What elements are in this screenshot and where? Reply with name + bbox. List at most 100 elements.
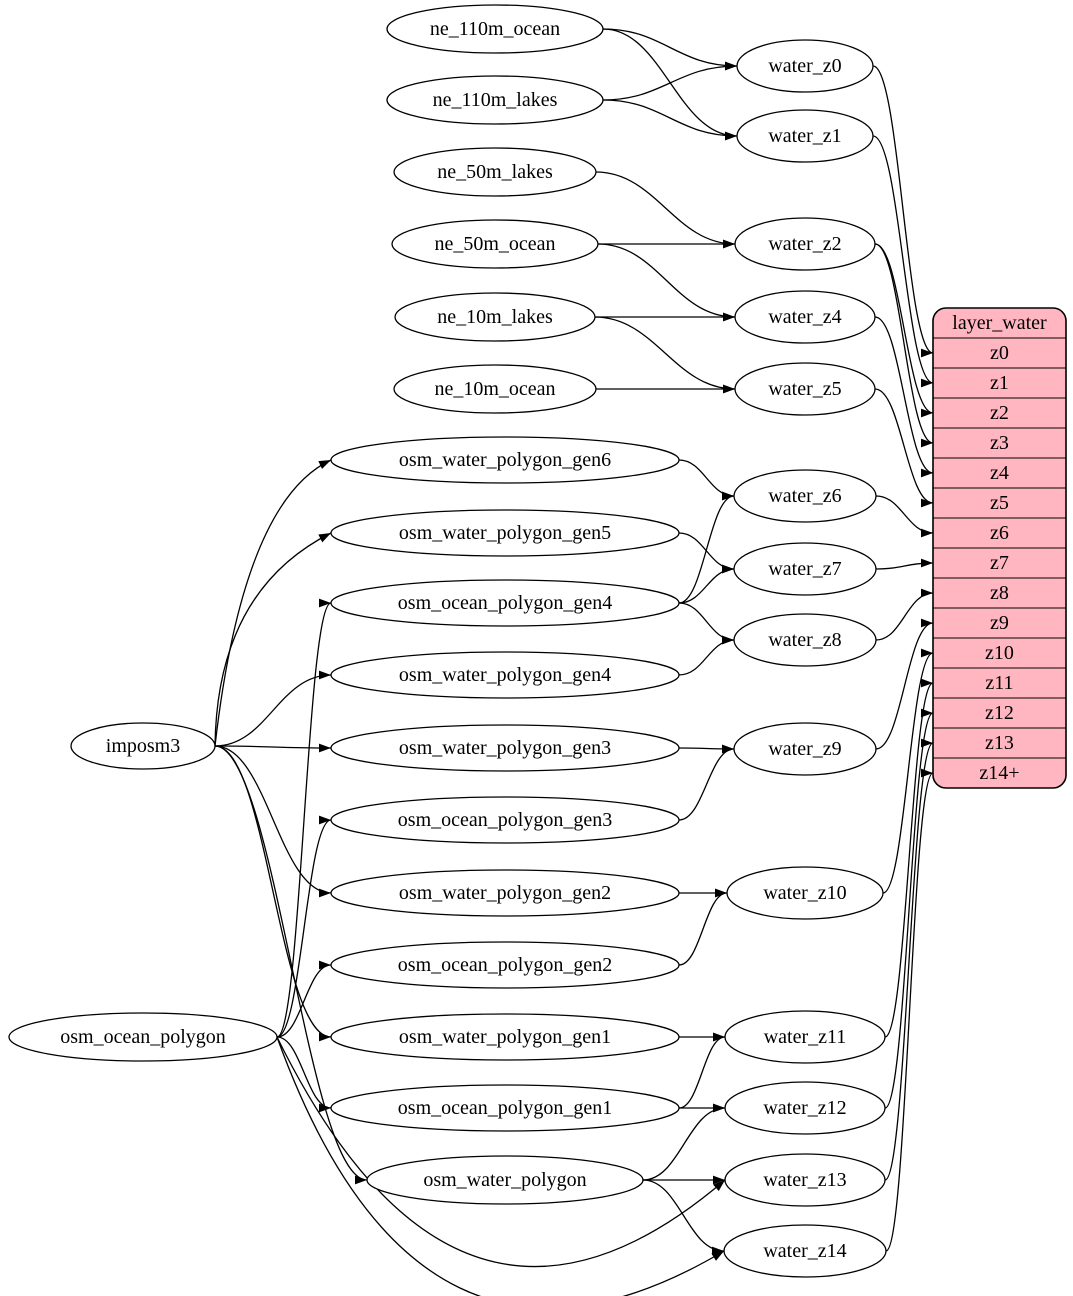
edge-water_z6-to-layer_water-z6	[875, 495, 934, 538]
node-label-water_z12: water_z12	[763, 1097, 846, 1119]
edge-imposm3-to-osm_water_polygon	[214, 745, 368, 1185]
edge-osm_ocean_polygon-to-osm_ocean_polygon_gen3	[276, 815, 332, 1038]
edge-water_z7-to-layer_water-z7	[875, 558, 934, 570]
node-label-water_z8: water_z8	[768, 629, 841, 651]
node-shape-water_z10	[726, 866, 884, 920]
node-label-osm_water_polygon: osm_water_polygon	[423, 1169, 586, 1191]
edge-osm_ocean_polygon_gen4-to-water_z6	[678, 491, 735, 604]
node-water_z4: water_z4	[734, 290, 876, 344]
edge-osm_ocean_polygon_gen4-to-water_z8	[678, 602, 735, 645]
node-water_z7: water_z7	[733, 542, 877, 596]
node-label-ne_50m_ocean: ne_50m_ocean	[434, 233, 555, 255]
edge-water_z5-to-layer_water-z5	[874, 388, 934, 508]
node-label-ne_110m_lakes: ne_110m_lakes	[433, 89, 558, 111]
node-water_z0: water_z0	[736, 39, 874, 93]
node-label-osm_ocean_polygon: osm_ocean_polygon	[60, 1026, 226, 1048]
node-shape-water_z0	[736, 39, 874, 93]
edge-osm_ocean_polygon_gen3-to-water_z9	[678, 744, 735, 821]
node-label-water_z2: water_z2	[768, 233, 841, 255]
node-label-water_z13: water_z13	[763, 1169, 846, 1191]
node-shape-water_z1	[736, 109, 874, 163]
node-shape-osm_water_polygon_gen5	[330, 509, 680, 557]
node-water_z8: water_z8	[733, 613, 877, 667]
node-shape-ne_50m_lakes	[393, 147, 597, 197]
node-shape-water_z13	[724, 1153, 886, 1207]
node-label-imposm3: imposm3	[106, 735, 180, 757]
record-row-z14: z14+	[979, 762, 1019, 784]
node-label-ne_110m_ocean: ne_110m_ocean	[430, 18, 560, 40]
node-ne_110m_lakes: ne_110m_lakes	[386, 75, 604, 125]
record-row-z11: z11	[985, 672, 1013, 694]
node-shape-water_z2	[734, 217, 876, 271]
edge-ne_110m_lakes-to-water_z0	[602, 61, 738, 101]
node-label-osm_ocean_polygon_gen2: osm_ocean_polygon_gen2	[398, 954, 612, 976]
node-shape-ne_50m_ocean	[391, 219, 599, 269]
node-label-water_z4: water_z4	[768, 306, 841, 328]
record-layer_water: layer_water z0 z1 z2 z3 z4 z5 z6 z7 z8 z9 z10 z11 z12…	[932, 307, 1067, 789]
record-title: layer_water	[952, 312, 1047, 334]
edge-imposm3-to-osm_water_polygon_gen4	[214, 670, 332, 747]
node-osm_water_polygon_gen4: osm_water_polygon_gen4	[330, 651, 680, 699]
node-shape-water_z4	[734, 290, 876, 344]
node-water_z1: water_z1	[736, 109, 874, 163]
node-osm_water_polygon_gen5: osm_water_polygon_gen5	[330, 509, 680, 557]
node-water_z5: water_z5	[734, 362, 876, 416]
node-shape-water_z12	[724, 1081, 886, 1135]
node-shape-water_z8	[733, 613, 877, 667]
node-label-water_z6: water_z6	[768, 485, 841, 507]
node-shape-ne_110m_ocean	[386, 4, 604, 54]
edge-ne_110m_lakes-to-water_z1	[602, 99, 738, 141]
node-osm_ocean_polygon_gen4: osm_ocean_polygon_gen4	[330, 579, 680, 627]
node-shape-osm_water_polygon_gen3	[330, 724, 680, 772]
node-label-ne_50m_lakes: ne_50m_lakes	[437, 161, 553, 183]
node-shape-water_z11	[724, 1010, 886, 1064]
node-water_z2: water_z2	[734, 217, 876, 271]
edge-imposm3-to-osm_water_polygon_gen1	[214, 745, 332, 1042]
record-row-z0: z0	[990, 342, 1009, 364]
edge-imposm3-to-osm_water_polygon_gen5	[214, 532, 332, 747]
node-osm_water_polygon_gen3: osm_water_polygon_gen3	[330, 724, 680, 772]
edge-osm_water_polygon_gen6-to-water_z6	[678, 459, 735, 501]
node-shape-water_z9	[733, 722, 877, 776]
record-row-z10: z10	[985, 642, 1014, 664]
edge-water_z12-to-layer_water-z12	[884, 708, 934, 1109]
node-label-osm_water_polygon_gen3: osm_water_polygon_gen3	[399, 737, 611, 759]
record-row-z4: z4	[990, 462, 1009, 484]
node-water_z11: water_z11	[724, 1010, 886, 1064]
node-osm_water_polygon_gen2: osm_water_polygon_gen2	[330, 869, 680, 917]
node-label-osm_water_polygon_gen6: osm_water_polygon_gen6	[399, 449, 611, 471]
node-label-osm_ocean_polygon_gen1: osm_ocean_polygon_gen1	[398, 1097, 612, 1119]
edge-imposm3-to-osm_water_polygon_gen6	[214, 459, 332, 747]
node-label-osm_water_polygon_gen4: osm_water_polygon_gen4	[399, 664, 611, 686]
node-ne_10m_lakes: ne_10m_lakes	[394, 292, 596, 342]
record-row-z8: z8	[990, 582, 1009, 604]
node-shape-osm_ocean_polygon	[8, 1012, 278, 1062]
edge-water_z2-to-layer_water-z3	[874, 243, 934, 448]
node-osm_ocean_polygon: osm_ocean_polygon	[8, 1012, 278, 1062]
record-row-z3: z3	[990, 432, 1009, 454]
node-osm_water_polygon: osm_water_polygon	[366, 1155, 644, 1205]
edge-water_z9-to-layer_water-z9	[875, 618, 934, 750]
node-shape-osm_water_polygon	[366, 1155, 644, 1205]
node-osm_water_polygon_gen1: osm_water_polygon_gen1	[330, 1013, 680, 1061]
node-shape-ne_110m_lakes	[386, 75, 604, 125]
nodes-layer: ne_110m_ocean ne_110m_lakes ne_50m_lakesne…	[8, 4, 887, 1278]
node-label-water_z7: water_z7	[768, 558, 841, 580]
edge-water_z8-to-layer_water-z8	[875, 588, 934, 641]
node-label-water_z9: water_z9	[768, 738, 841, 760]
node-shape-water_z6	[733, 469, 877, 523]
node-label-water_z14: water_z14	[763, 1240, 846, 1262]
record-row-z5: z5	[990, 492, 1009, 514]
edge-osm_water_polygon-to-water_z12	[642, 1103, 726, 1181]
edge-osm_ocean_polygon-to-water_z13	[276, 1036, 726, 1268]
record-row-z1: z1	[990, 372, 1009, 394]
node-label-ne_10m_lakes: ne_10m_lakes	[437, 306, 553, 328]
node-ne_110m_ocean: ne_110m_ocean	[386, 4, 604, 54]
node-osm_ocean_polygon_gen1: osm_ocean_polygon_gen1	[330, 1084, 680, 1132]
record-row-z12: z12	[985, 702, 1014, 724]
node-shape-osm_water_polygon_gen1	[330, 1013, 680, 1061]
edge-water_z14-to-layer_water-z14	[885, 768, 934, 1252]
node-label-ne_10m_ocean: ne_10m_ocean	[434, 378, 555, 400]
edge-osm_ocean_polygon_gen2-to-water_z10	[678, 888, 728, 966]
node-shape-osm_ocean_polygon_gen1	[330, 1084, 680, 1132]
